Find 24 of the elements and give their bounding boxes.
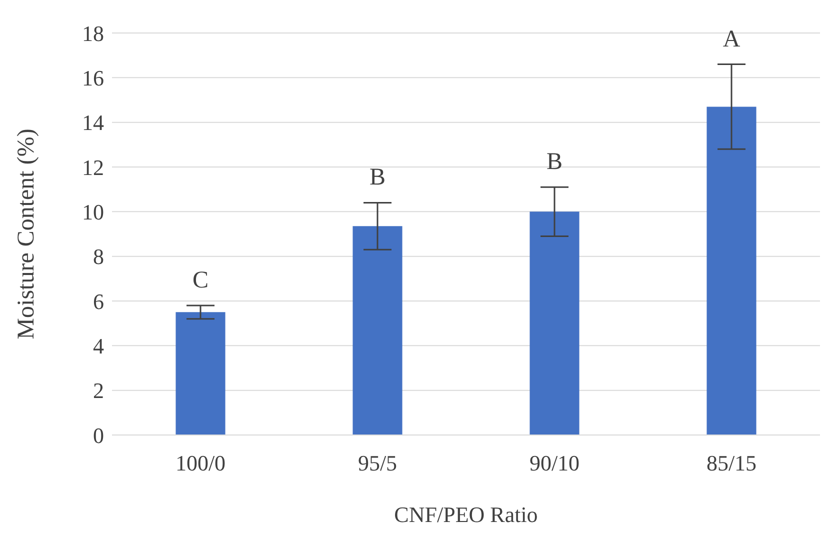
annotation: C <box>192 267 209 294</box>
bar <box>706 106 756 435</box>
y-axis-title: Moisture Content (%) <box>14 128 40 340</box>
annotation: B <box>546 149 563 176</box>
y-tick-label: 16 <box>82 65 104 90</box>
y-tick-label: 14 <box>82 110 104 136</box>
y-tick-label: 8 <box>93 244 104 270</box>
x-axis-title: CNF/PEO Ratio <box>394 502 538 527</box>
annotation: A <box>722 26 741 52</box>
y-tick-label: 10 <box>82 199 104 224</box>
y-tick-label: 0 <box>93 422 104 448</box>
x-tick-label: 90/10 <box>529 450 580 476</box>
y-tick-label: 6 <box>93 288 104 314</box>
y-tick-label: 4 <box>93 333 104 358</box>
x-tick-label: 95/5 <box>358 450 398 476</box>
x-tick-label: 85/15 <box>706 450 757 476</box>
bar <box>176 312 226 435</box>
annotation: B <box>369 164 386 191</box>
x-tick-label: 100/0 <box>175 450 226 476</box>
bar <box>530 212 580 435</box>
y-tick-label: 18 <box>82 20 104 46</box>
y-tick-label: 12 <box>82 154 104 180</box>
y-tick-label: 2 <box>93 378 104 404</box>
bar <box>352 226 402 435</box>
